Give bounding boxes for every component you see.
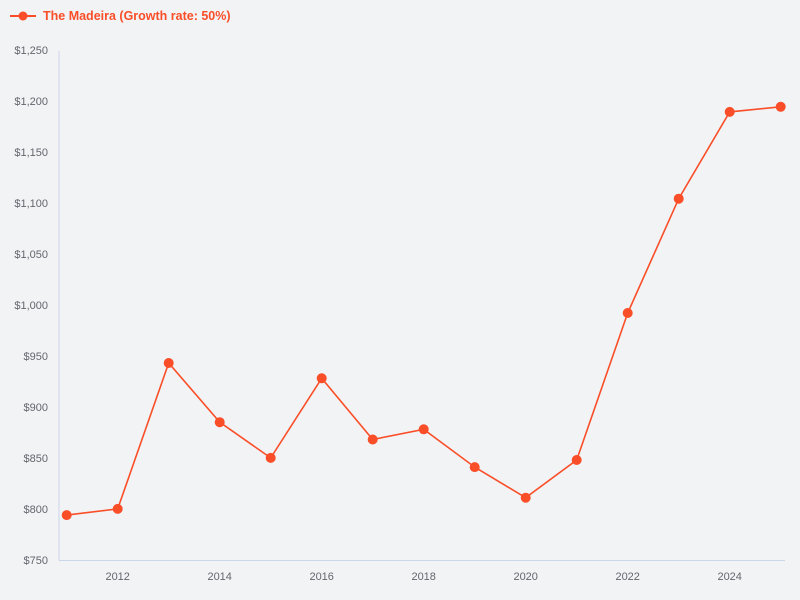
data-point-2019[interactable] — [469, 462, 480, 473]
y-axis-label-950: $950 — [23, 350, 48, 363]
data-point-2014[interactable] — [214, 417, 225, 428]
legend-line-dot-icon — [10, 11, 36, 21]
data-point-2013[interactable] — [163, 358, 174, 368]
data-point-2024[interactable] — [724, 106, 735, 117]
y-axis-label-850: $850 — [23, 452, 48, 465]
data-point-2020[interactable] — [520, 492, 531, 503]
x-axis-label-2012: 2012 — [105, 571, 130, 583]
y-axis-label-1150: $1,150 — [14, 146, 48, 159]
x-axis-label-2024: 2024 — [717, 571, 742, 583]
y-axis-label-1250: $1,250 — [14, 44, 48, 57]
data-point-2011[interactable] — [61, 510, 72, 521]
y-axis-label-1100: $1,100 — [14, 197, 48, 210]
data-point-2017[interactable] — [367, 434, 378, 445]
x-axis-label-2022: 2022 — [615, 571, 640, 583]
data-point-2023[interactable] — [673, 193, 684, 204]
data-point-2015[interactable] — [265, 452, 276, 463]
data-point-2021[interactable] — [571, 455, 582, 465]
y-axis-label-1050: $1,050 — [14, 248, 48, 261]
x-axis-label-2018: 2018 — [411, 571, 436, 583]
data-point-2018[interactable] — [418, 424, 429, 435]
data-point-2022[interactable] — [622, 308, 633, 318]
series-line — [66, 106, 781, 516]
y-axis-label-900: $900 — [23, 401, 48, 414]
y-axis-label-750: $750 — [23, 555, 48, 567]
y-axis-label-1200: $1,200 — [14, 95, 48, 108]
y-axis-label-1000: $1,000 — [14, 299, 48, 312]
data-point-2012[interactable] — [112, 503, 123, 514]
data-point-2025[interactable] — [775, 101, 786, 112]
legend-label: The Madeira (Growth rate: 50%) — [43, 9, 231, 23]
y-axis-label-800: $800 — [23, 503, 48, 516]
x-axis-label-2016: 2016 — [309, 571, 334, 583]
x-axis-label-2014: 2014 — [207, 571, 232, 583]
x-axis-label-2020: 2020 — [513, 571, 538, 583]
data-point-2016[interactable] — [316, 373, 327, 384]
legend-item[interactable]: The Madeira (Growth rate: 50%) — [10, 9, 231, 23]
